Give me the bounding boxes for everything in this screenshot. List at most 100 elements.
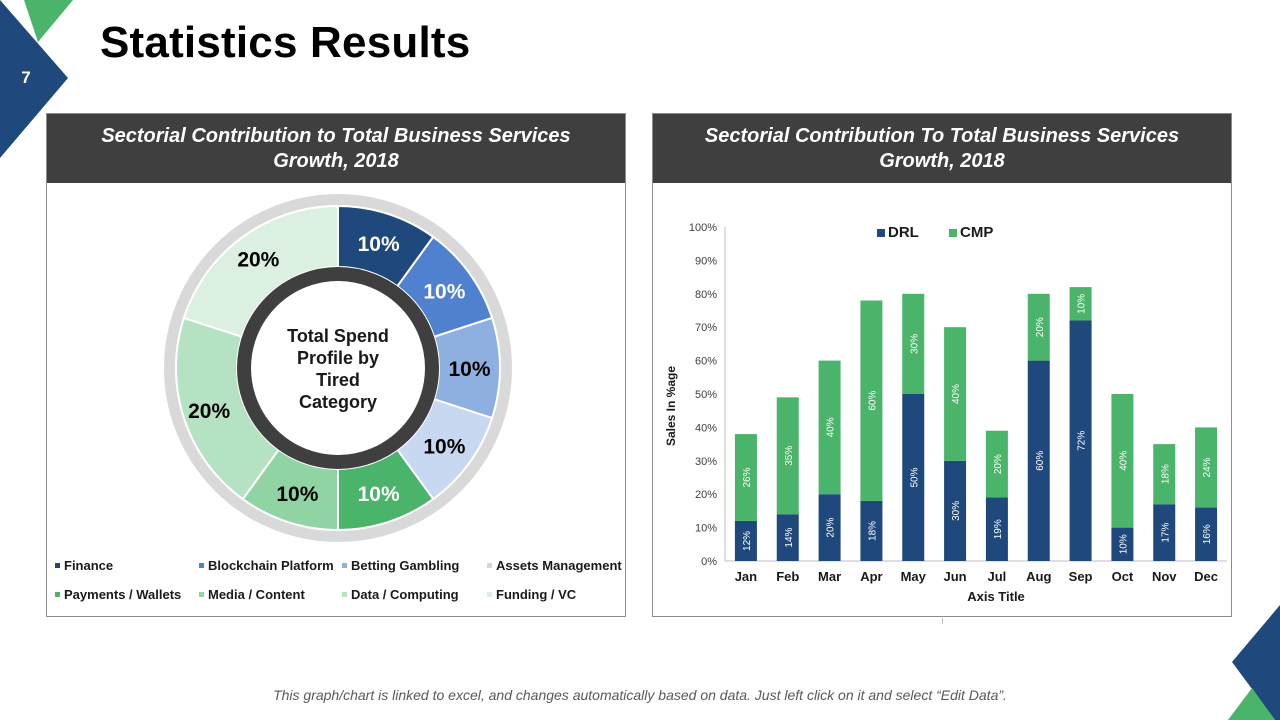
- x-tick-label: Apr: [860, 569, 882, 584]
- bar-drl-mar[interactable]: [818, 494, 841, 561]
- bar-data-label: 19%: [993, 519, 1004, 539]
- x-tick-label: Jun: [944, 569, 967, 584]
- green-triangle-shape: [1228, 688, 1275, 720]
- bar-cmp-jul[interactable]: [985, 430, 1008, 498]
- bar-cmp-jan[interactable]: [734, 434, 757, 521]
- legend-swatch-cmp: [949, 229, 957, 237]
- bar-cmp-aug[interactable]: [1027, 293, 1050, 361]
- bar-cmp-feb[interactable]: [776, 397, 799, 515]
- bar-data-label: 35%: [784, 446, 795, 466]
- y-tick-label: 40%: [695, 422, 717, 434]
- legend-swatch-drl: [877, 229, 885, 237]
- stacked-bar-chart[interactable]: 0% 10% 20% 30% 40% 50% 60% 70% 80% 90% 100% Sales I…: [653, 114, 1233, 618]
- legend-swatch: [55, 563, 60, 568]
- bar-data-label: 26%: [742, 467, 753, 487]
- bar-data-label: 72%: [1077, 431, 1088, 451]
- slide-number: 7: [21, 68, 31, 87]
- legend-label: Data / Computing: [351, 587, 459, 602]
- donut-slice-label: 10%: [276, 483, 318, 506]
- y-tick-label: 50%: [695, 389, 717, 401]
- legend-swatch: [55, 592, 60, 597]
- donut-slice-label: 10%: [423, 281, 465, 304]
- footer-note: This graph/chart is linked to excel, and…: [273, 687, 1007, 703]
- x-tick-label: Nov: [1152, 569, 1177, 584]
- donut-slice-label: 20%: [237, 248, 279, 271]
- bar-drl-dec[interactable]: [1195, 507, 1218, 561]
- legend-label: Funding / VC: [496, 587, 577, 602]
- donut-center-label: Tired: [316, 370, 360, 390]
- bar-cmp-nov[interactable]: [1153, 444, 1176, 505]
- legend-label-drl: DRL: [888, 224, 919, 241]
- donut-chart[interactable]: 10% 10% 10% 10% 10% 10% 20% 20% Total SpendProfi…: [47, 114, 627, 618]
- legend-item: Data / Computing: [342, 587, 459, 602]
- blue-chevron-shape: [1232, 605, 1280, 720]
- bar-data-label: 30%: [951, 501, 962, 521]
- bar-data-label: 12%: [742, 531, 753, 551]
- y-tick-label: 100%: [689, 222, 717, 234]
- legend-item: Blockchain Platform: [199, 558, 334, 573]
- donut-outer-ring: [164, 194, 512, 542]
- green-triangle-shape: [24, 0, 73, 42]
- y-tick-label: 60%: [695, 356, 717, 368]
- bar-cmp-dec[interactable]: [1195, 427, 1218, 508]
- donut-inner-ring: [237, 267, 439, 469]
- bar-cmp-sep[interactable]: [1069, 287, 1092, 321]
- legend-label: Media / Content: [208, 587, 305, 602]
- donut-panel-header: Sectorial Contribution to Total Business…: [47, 114, 625, 183]
- legend-item: Funding / VC: [487, 587, 576, 602]
- bar-drl-feb[interactable]: [776, 514, 799, 561]
- x-tick-label: Dec: [1194, 569, 1218, 584]
- blue-chevron-shape: [0, 0, 68, 158]
- bar-drl-apr[interactable]: [860, 500, 883, 561]
- bar-data-label: 40%: [1118, 451, 1129, 471]
- bar-drl-sep[interactable]: [1069, 320, 1092, 561]
- donut-slice-label: 10%: [358, 483, 400, 506]
- bar-data-label: 60%: [1035, 451, 1046, 471]
- donut-center-label: Category: [299, 392, 377, 412]
- donut-chart-panel[interactable]: Sectorial Contribution to Total Business…: [46, 113, 626, 617]
- bar-drl-jan[interactable]: [734, 520, 757, 561]
- corner-decoration-bottom-right: [1228, 605, 1280, 720]
- legend-label: Betting Gambling: [351, 558, 460, 573]
- bar-data-label: 10%: [1118, 534, 1129, 554]
- bar-cmp-jun[interactable]: [944, 327, 967, 461]
- legend-label: Blockchain Platform: [208, 558, 334, 573]
- x-tick-label: Aug: [1026, 569, 1051, 584]
- y-tick-label: 30%: [695, 456, 717, 468]
- x-tick-label: Oct: [1112, 569, 1134, 584]
- bar-drl-jun[interactable]: [944, 460, 967, 561]
- x-tick-label: May: [901, 569, 927, 584]
- legend-swatch: [199, 563, 204, 568]
- donut-slice-label: 20%: [188, 400, 230, 423]
- bar-cmp-mar[interactable]: [818, 360, 841, 495]
- legend-swatch: [487, 592, 492, 597]
- bar-drl-nov[interactable]: [1153, 504, 1176, 561]
- bar-data-label: 20%: [826, 517, 837, 537]
- legend-item: Media / Content: [199, 587, 305, 602]
- bar-cmp-may[interactable]: [902, 293, 925, 394]
- bar-data-label: 30%: [909, 334, 920, 354]
- bar-data-label: 50%: [909, 467, 920, 487]
- bar-cmp-oct[interactable]: [1111, 394, 1134, 528]
- bar-chart-panel[interactable]: Sectorial Contribution To Total Business…: [652, 113, 1232, 617]
- y-axis-title: Sales In %age: [664, 366, 678, 446]
- bar-data-label: 10%: [1077, 294, 1088, 314]
- donut-center-label: Profile by: [297, 348, 379, 368]
- x-tick-label: Feb: [776, 569, 799, 584]
- corner-decoration-top-left: [0, 0, 73, 158]
- legend-swatch: [199, 592, 204, 597]
- x-axis-title: Axis Title: [967, 589, 1025, 604]
- legend-swatch: [342, 592, 347, 597]
- y-tick-label: 70%: [695, 322, 717, 334]
- legend-label: Payments / Wallets: [64, 587, 182, 602]
- bar-drl-aug[interactable]: [1027, 360, 1050, 561]
- bar-data-label: 60%: [867, 391, 878, 411]
- bar-drl-oct[interactable]: [1111, 527, 1134, 561]
- legend-item: Finance: [55, 558, 113, 573]
- bar-data-label: 16%: [1202, 524, 1213, 544]
- bar-cmp-apr[interactable]: [860, 300, 883, 501]
- bar-drl-may[interactable]: [902, 394, 925, 561]
- bar-drl-jul[interactable]: [985, 497, 1008, 561]
- donut-slice-funding-vc[interactable]: [182, 204, 339, 339]
- legend-item: Payments / Wallets: [55, 587, 181, 602]
